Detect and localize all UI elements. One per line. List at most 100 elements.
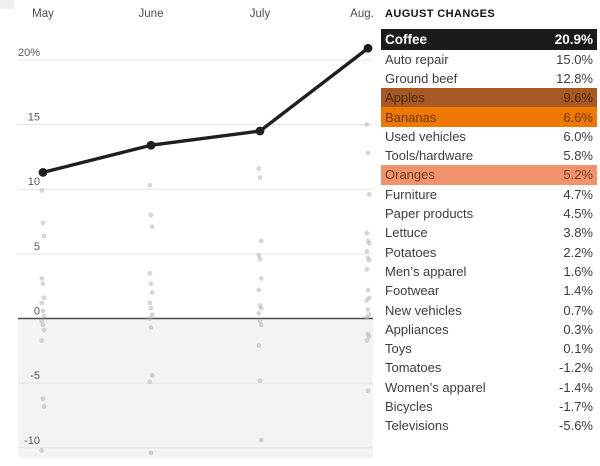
scatter-point <box>39 300 45 306</box>
scatter-point <box>256 252 262 258</box>
corner-artifact <box>0 0 14 9</box>
table-row: Bicycles -1.7% <box>381 397 597 416</box>
scatter-point <box>258 437 264 443</box>
scatter-point <box>365 307 371 312</box>
scatter-point <box>39 276 45 281</box>
item-label: Bananas <box>385 109 437 125</box>
item-value: 0.3% <box>563 321 593 337</box>
scatter-point <box>257 175 263 180</box>
scatter-point <box>148 212 154 218</box>
table-row: Ground beef 12.8% <box>381 69 597 88</box>
scatter-point <box>258 305 264 311</box>
table-row: Appliances 0.3% <box>381 320 597 339</box>
table-row: Lettuce 3.8% <box>381 223 597 242</box>
scatter-point <box>258 276 264 281</box>
table-row: Apples 9.6% <box>381 88 597 108</box>
scatter-point <box>258 238 264 244</box>
scatter-point <box>148 305 154 311</box>
item-value: 5.2% <box>563 167 593 183</box>
scatter-point <box>256 287 262 293</box>
item-label: Appliances <box>385 321 449 337</box>
y-axis-tick-label: 20% <box>18 47 40 59</box>
scatter-point <box>365 287 371 293</box>
scatter-point <box>257 318 263 324</box>
scatter-point <box>147 270 153 276</box>
scatter-point <box>41 404 47 409</box>
scatter-point <box>147 300 153 306</box>
scatter-point <box>149 312 155 318</box>
scatter-point <box>40 220 46 226</box>
item-value: 15.0% <box>556 51 593 67</box>
month-label: Aug. <box>350 8 374 20</box>
item-label: Tools/hardware <box>385 148 474 164</box>
scatter-point <box>41 327 47 333</box>
scatter-point <box>258 322 264 328</box>
scatter-point <box>40 322 46 328</box>
item-label: Coffee <box>385 31 428 47</box>
table-row: Toys 0.1% <box>381 339 597 358</box>
scatter-point <box>39 447 45 453</box>
item-value: -1.4% <box>559 379 593 395</box>
item-label: Toys <box>385 341 412 357</box>
scatter-point <box>366 241 372 246</box>
scatter-point <box>364 297 370 303</box>
table-row: Furniture 4.7% <box>381 185 597 204</box>
table-row: Oranges 5.2% <box>381 165 597 185</box>
scatter-point <box>256 310 262 316</box>
table-row: Women’s apparel -1.4% <box>381 378 597 397</box>
scatter-point <box>364 248 370 254</box>
scatter-point <box>149 290 155 296</box>
item-label: Auto repair <box>385 51 449 67</box>
y-axis-tick-label: -10 <box>24 435 40 447</box>
scatter-point <box>256 343 262 349</box>
item-value: 0.1% <box>563 341 593 357</box>
item-value: 0.7% <box>563 302 593 318</box>
scatter-point <box>256 166 262 171</box>
coffee-point <box>363 43 373 53</box>
item-label: Footwear <box>385 283 440 299</box>
scatter-point <box>366 191 372 197</box>
coffee-line <box>41 46 370 175</box>
price-change-chart: 20% 15 10 5 0 -5 -10 May June July Aug. <box>18 8 374 458</box>
scatter-point <box>364 122 370 127</box>
coffee-point <box>146 140 156 150</box>
chart-canvas: 20% 15 10 5 0 -5 -10 May June July Aug. <box>18 8 374 458</box>
scatter-point <box>365 388 371 394</box>
scatter-point <box>40 396 46 402</box>
item-label: New vehicles <box>385 302 462 318</box>
y-axis-tick-label: 10 <box>28 176 40 188</box>
scatter-point <box>149 372 155 378</box>
item-label: Oranges <box>385 167 435 183</box>
item-value: 6.6% <box>563 109 593 125</box>
y-axis-tick-label: 0 <box>34 306 40 318</box>
panel-title: AUGUST CHANGES <box>385 8 496 20</box>
scatter-point <box>366 257 372 263</box>
table-row: Bananas 6.6% <box>381 107 597 127</box>
item-label: Tomatoes <box>385 360 442 376</box>
item-label: Potatoes <box>385 244 437 260</box>
item-value: 20.9% <box>554 31 593 47</box>
item-value: 12.8% <box>556 70 593 86</box>
table-row: Used vehicles 6.0% <box>381 127 597 146</box>
scatter-point <box>41 233 47 239</box>
item-value: 4.5% <box>563 206 593 222</box>
august-changes-panel: AUGUST CHANGES Coffee 20.9% Auto repair 15.… <box>381 8 597 435</box>
scatter-point <box>148 325 154 330</box>
scatter-point <box>148 281 154 286</box>
scatter-point <box>257 256 263 262</box>
item-value: 1.4% <box>563 283 593 299</box>
item-value: -1.2% <box>559 360 593 376</box>
item-value: 6.0% <box>563 128 593 144</box>
scatter-point <box>39 338 45 343</box>
y-axis-tick-label: -5 <box>30 370 40 382</box>
scatter-point <box>148 450 154 456</box>
item-value: 4.7% <box>563 186 593 202</box>
scatter-point <box>365 150 371 156</box>
scatter-point <box>39 318 45 324</box>
scatter-point <box>149 224 155 230</box>
item-value: 2.2% <box>563 244 593 260</box>
month-label: June <box>139 8 164 20</box>
scatter-point <box>147 316 153 321</box>
scatter-point <box>41 295 47 301</box>
